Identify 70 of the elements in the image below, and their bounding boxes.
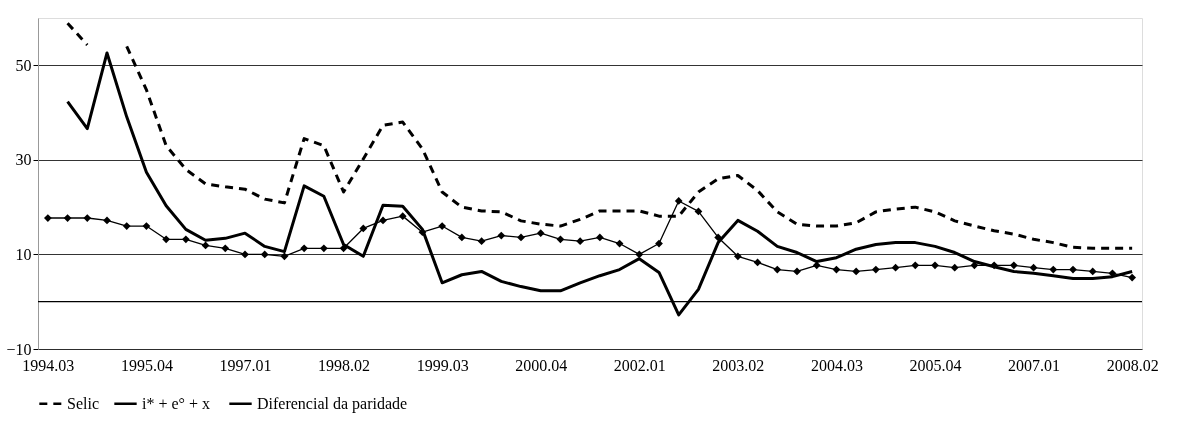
x-tick-label: 2007.01	[1008, 356, 1061, 374]
x-tick-label: 2000.04	[515, 356, 568, 374]
point	[280, 252, 289, 261]
x-tick-label: 1995.04	[120, 356, 173, 374]
point	[871, 265, 880, 274]
point	[931, 261, 939, 270]
point	[990, 261, 999, 270]
point	[221, 244, 230, 253]
point	[497, 231, 506, 240]
point	[181, 235, 190, 244]
point	[970, 261, 979, 270]
point	[1009, 261, 1018, 270]
point	[595, 233, 604, 242]
point	[635, 250, 644, 259]
point	[556, 235, 565, 244]
y-tick-label: 10	[15, 245, 32, 263]
y-tick-label: 30	[15, 151, 32, 169]
point	[911, 261, 920, 270]
y-tick-label: 50	[15, 56, 32, 74]
x-tick-label: 1999.03	[416, 356, 469, 374]
point	[517, 233, 525, 242]
point	[1069, 265, 1077, 274]
point	[950, 263, 959, 272]
point	[142, 222, 151, 230]
point	[103, 216, 111, 225]
point	[359, 224, 368, 233]
point	[674, 197, 683, 205]
point	[122, 222, 131, 230]
x-tick-label: 1994.03	[22, 356, 75, 374]
point	[536, 229, 545, 238]
legend-label: i* + e° + x	[142, 394, 210, 412]
point	[852, 267, 861, 276]
point	[162, 235, 171, 244]
x-tick-label: 2002.01	[613, 356, 666, 374]
point	[398, 212, 407, 220]
x-tick-label: 2005.04	[909, 356, 962, 374]
point	[576, 237, 585, 246]
point	[63, 214, 72, 222]
point	[83, 214, 92, 222]
y-tick-label: −10	[6, 340, 32, 358]
point	[733, 252, 742, 261]
point	[891, 263, 900, 272]
point	[300, 244, 309, 253]
point	[793, 267, 801, 276]
point	[1088, 267, 1097, 276]
legend-label: Diferencial da paridade	[257, 394, 408, 413]
point	[655, 239, 663, 248]
point	[241, 250, 249, 259]
point	[457, 233, 466, 242]
point	[260, 250, 269, 259]
point	[694, 207, 703, 216]
point	[773, 265, 782, 274]
x-tick-label: 2003.02	[712, 356, 765, 374]
point	[714, 233, 723, 242]
point	[339, 244, 348, 253]
x-tick-label: 1997.01	[219, 356, 272, 374]
legend-label: Selic	[67, 394, 99, 412]
point	[1029, 263, 1038, 272]
point	[477, 237, 486, 246]
point	[1049, 265, 1058, 274]
point	[319, 244, 328, 253]
point	[201, 241, 210, 250]
x-tick-label: 1998.02	[318, 356, 371, 374]
x-tick-label: 2008.02	[1106, 356, 1159, 374]
point	[438, 222, 447, 230]
point	[43, 214, 52, 222]
x-tick-label: 2004.03	[810, 356, 863, 374]
point	[1128, 273, 1137, 282]
point	[812, 261, 821, 270]
point	[379, 216, 387, 225]
